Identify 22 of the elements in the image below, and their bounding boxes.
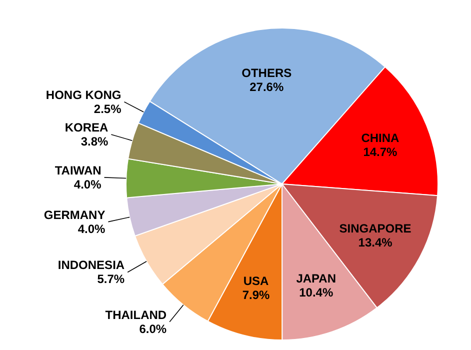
slice-label: OTHERS bbox=[242, 66, 292, 80]
slice-label: TAIWAN bbox=[54, 163, 102, 178]
data-label: 6.0% bbox=[139, 322, 167, 336]
slice-label: THAILAND bbox=[105, 308, 167, 322]
slice-label: SINGAPORE bbox=[339, 221, 412, 236]
slice-label: USA bbox=[243, 274, 270, 288]
slice-label: GERMANY bbox=[44, 208, 106, 222]
data-label: 5.7% bbox=[97, 272, 125, 286]
slice-label: JAPAN bbox=[296, 271, 336, 286]
data-label: 13.4% bbox=[358, 235, 393, 250]
data-label: 14.7% bbox=[363, 144, 398, 159]
slice-label: KOREA bbox=[64, 120, 109, 135]
data-label: 4.0% bbox=[78, 222, 106, 236]
data-label: 7.9% bbox=[242, 288, 270, 302]
data-label: 27.6% bbox=[250, 80, 284, 94]
data-label: 2.5% bbox=[94, 102, 122, 116]
data-label: 10.4% bbox=[299, 285, 334, 300]
slice-label: CHINA bbox=[361, 130, 400, 145]
slice-label: INDONESIA bbox=[58, 258, 125, 272]
slice-label: HONG KONG bbox=[46, 88, 122, 102]
data-label: 3.8% bbox=[80, 134, 109, 149]
data-label: 4.0% bbox=[74, 177, 102, 192]
